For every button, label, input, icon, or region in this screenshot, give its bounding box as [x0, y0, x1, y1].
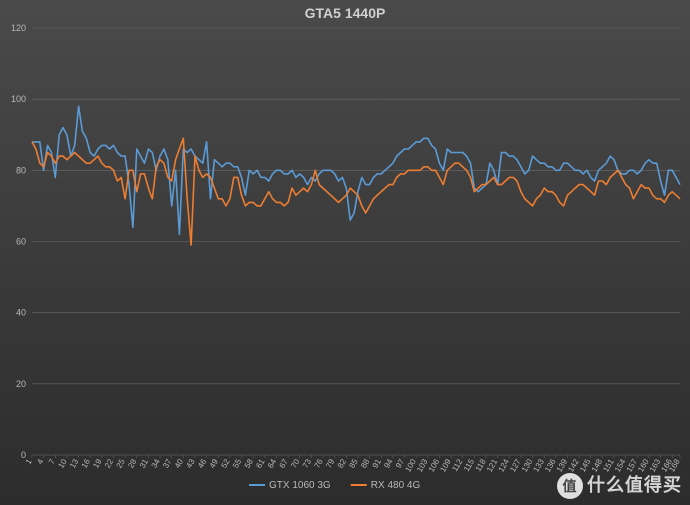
- chart-title: GTA5 1440P: [305, 5, 386, 21]
- legend-label: RX 480 4G: [371, 480, 421, 491]
- y-axis-label: 120: [11, 23, 26, 33]
- y-axis-label: 100: [11, 94, 26, 104]
- line-chart: 0204060801001201471013161922252831343740…: [0, 0, 690, 505]
- y-axis-label: 80: [16, 165, 26, 175]
- y-axis-label: 60: [16, 237, 26, 247]
- chart-container: 0204060801001201471013161922252831343740…: [0, 0, 690, 505]
- y-axis-label: 20: [16, 379, 26, 389]
- y-axis-label: 40: [16, 308, 26, 318]
- legend-label: GTX 1060 3G: [269, 480, 331, 491]
